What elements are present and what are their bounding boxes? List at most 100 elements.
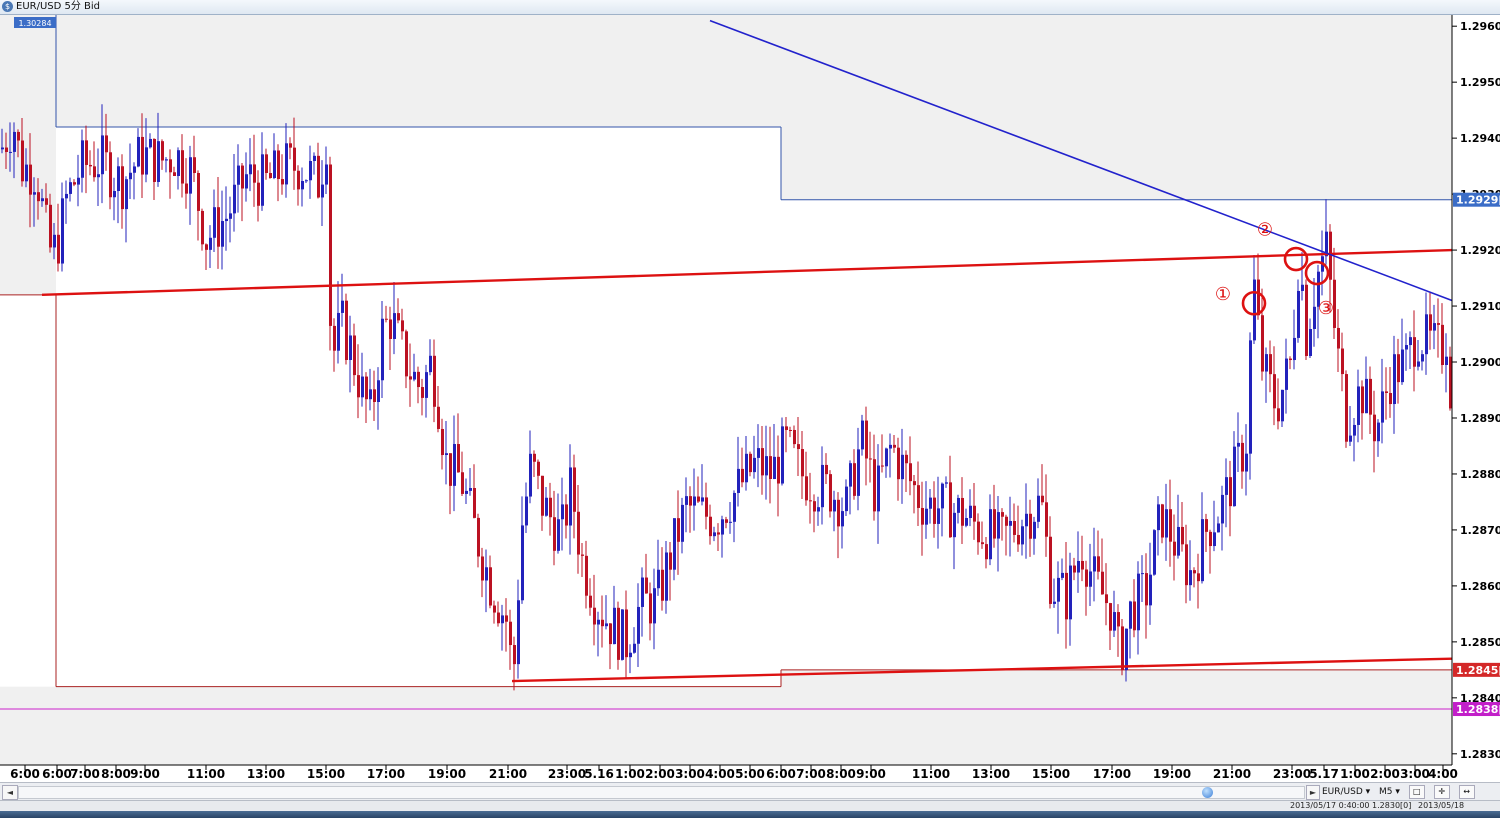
candle-body bbox=[445, 453, 448, 456]
candle-body bbox=[997, 512, 1000, 539]
candle-body bbox=[677, 518, 680, 542]
taskbar bbox=[0, 811, 1500, 818]
candle-body bbox=[1117, 612, 1120, 627]
candle-body bbox=[833, 499, 836, 512]
candle-body bbox=[353, 335, 356, 376]
candle-body bbox=[193, 157, 196, 174]
candle-body bbox=[377, 380, 380, 403]
candle-body bbox=[329, 164, 332, 326]
candle-body bbox=[5, 147, 8, 152]
candle-body bbox=[809, 500, 812, 502]
x-tick-label: 2:00 bbox=[645, 767, 675, 781]
candle-body bbox=[1393, 354, 1396, 405]
candle-body bbox=[1409, 337, 1412, 346]
candle-body bbox=[993, 509, 996, 539]
x-tick-label: 3:00 bbox=[1400, 767, 1430, 781]
candle-body bbox=[201, 210, 204, 245]
annotations: ① ② ③ bbox=[1215, 219, 1334, 318]
candle-body bbox=[65, 193, 68, 199]
candle-body bbox=[405, 331, 408, 377]
candle-body bbox=[813, 501, 816, 512]
scroll-thumb[interactable] bbox=[1202, 787, 1213, 798]
annotation-label: ① bbox=[1215, 284, 1231, 305]
x-tick-label: 2:00 bbox=[1370, 767, 1400, 781]
candle-body bbox=[1169, 509, 1172, 542]
candle-body bbox=[1045, 502, 1048, 537]
candle-body bbox=[249, 164, 252, 175]
candle-body bbox=[281, 179, 284, 185]
candle-body bbox=[401, 320, 404, 332]
candle-body bbox=[1057, 577, 1060, 602]
window-button[interactable]: □ bbox=[1408, 784, 1425, 799]
candle-body bbox=[897, 447, 900, 480]
candle-body bbox=[41, 198, 44, 202]
candle-body bbox=[1065, 572, 1068, 620]
price-box bbox=[1453, 662, 1500, 677]
candle-body bbox=[533, 453, 536, 462]
horizontal-scrollbar[interactable]: ◄ ► EUR/USD ▾ M5 ▾ □ ✛ ↔ ↕ bbox=[0, 782, 1500, 815]
candle-body bbox=[297, 170, 300, 190]
candle-body bbox=[729, 521, 732, 523]
candle-body bbox=[633, 643, 636, 653]
candle-body bbox=[1141, 573, 1144, 575]
candle-body bbox=[1105, 594, 1108, 604]
x-tick-label: 21:00 bbox=[1213, 767, 1251, 781]
candle-body bbox=[681, 504, 684, 542]
price-chart[interactable]: ①②③ 1.29601.29501.29401.29301.29201.2910… bbox=[0, 15, 1500, 782]
x-tick-label: 13:00 bbox=[972, 767, 1010, 781]
candle-body bbox=[693, 496, 696, 506]
candle-body bbox=[169, 159, 172, 173]
candle-body bbox=[45, 198, 48, 205]
candle-body bbox=[1377, 422, 1380, 442]
x-tick-label: 6:00 bbox=[42, 767, 72, 781]
candle-body bbox=[381, 318, 384, 381]
candle-body bbox=[721, 519, 724, 535]
candle-body bbox=[825, 464, 828, 475]
background-layer bbox=[0, 15, 1452, 765]
candle-body bbox=[17, 131, 20, 141]
annotation-circle bbox=[1241, 290, 1267, 316]
timeframe-select[interactable]: M5 ▾ bbox=[1379, 787, 1400, 797]
candle-body bbox=[189, 157, 192, 194]
trend-lines[interactable] bbox=[41, 19, 1453, 683]
candle-body bbox=[1373, 414, 1376, 442]
candle-body bbox=[1205, 519, 1208, 532]
shaded-region bbox=[781, 15, 1452, 200]
candle-body bbox=[417, 371, 420, 388]
candle-body bbox=[665, 552, 668, 601]
candle-body bbox=[1285, 358, 1288, 390]
symbol-select[interactable]: EUR/USD ▾ bbox=[1322, 787, 1371, 797]
candle-body bbox=[469, 488, 472, 491]
scroll-horizontal-button[interactable]: ↔ bbox=[1458, 784, 1475, 799]
candle-body bbox=[1245, 453, 1248, 472]
x-tick-label: 6:00 bbox=[10, 767, 40, 781]
x-tick-label: 6:00 bbox=[766, 767, 796, 781]
candle-body bbox=[709, 516, 712, 537]
scroll-left-button[interactable]: ◄ bbox=[2, 785, 18, 800]
candle-body bbox=[1069, 565, 1072, 620]
candle-body bbox=[585, 555, 588, 596]
candle-body bbox=[425, 372, 428, 398]
x-tick-label: 3:00 bbox=[675, 767, 705, 781]
scroll-track[interactable] bbox=[18, 786, 1305, 799]
candle-body bbox=[145, 147, 148, 175]
scroll-right-button[interactable]: ► bbox=[1306, 785, 1320, 800]
candle-body bbox=[1281, 389, 1284, 422]
candle-body bbox=[1097, 556, 1100, 572]
candle-body bbox=[1357, 386, 1360, 425]
candle-body bbox=[109, 152, 112, 198]
y-tick-label: 1.2950 bbox=[1460, 76, 1500, 89]
candle-body bbox=[409, 376, 412, 380]
candle-body bbox=[545, 497, 548, 516]
price-box-label: 1.2929[0 bbox=[1456, 194, 1500, 207]
candle-body bbox=[1025, 513, 1028, 527]
crosshair-button[interactable]: ✛ bbox=[1433, 784, 1450, 799]
candle-body bbox=[1277, 408, 1280, 422]
x-tick-label: 7:00 bbox=[70, 767, 100, 781]
candle-body bbox=[541, 475, 544, 516]
candle-body bbox=[985, 544, 988, 560]
candle-body bbox=[1173, 541, 1176, 556]
candle-body bbox=[641, 577, 644, 607]
candle-body bbox=[429, 355, 432, 373]
candle-body bbox=[1085, 569, 1088, 587]
